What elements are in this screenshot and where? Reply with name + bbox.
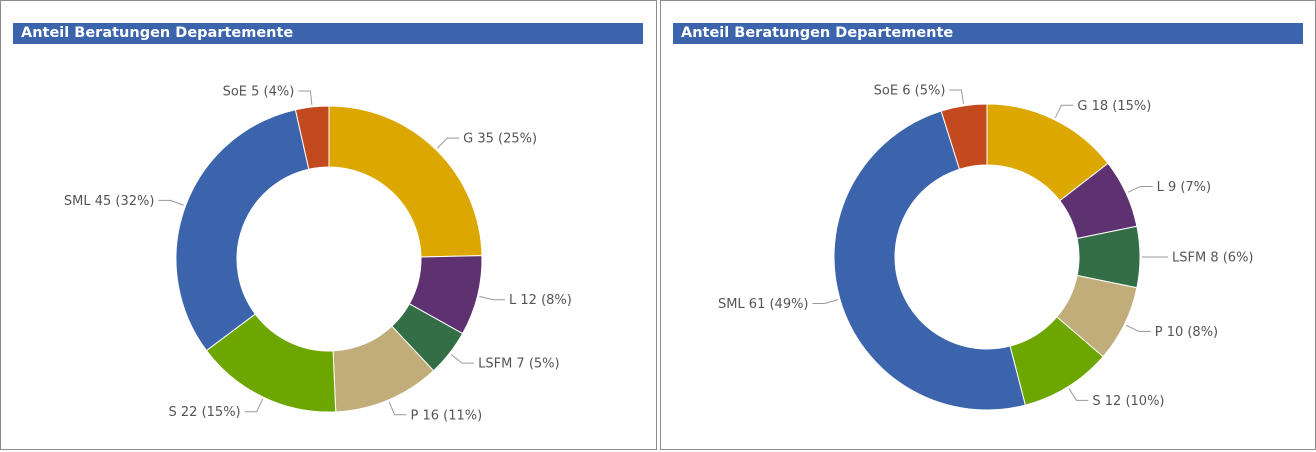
leader-line (298, 90, 313, 106)
leader-line (1127, 185, 1153, 193)
data-label: S 12 (10%) (1092, 394, 1164, 409)
leader-line (158, 199, 184, 206)
slice-g (328, 105, 483, 258)
data-label: P 16 (11%) (411, 408, 483, 423)
data-label: SoE 6 (5%) (874, 83, 946, 98)
leader-line (1125, 324, 1151, 332)
leader-line (1068, 388, 1089, 401)
data-label: G 35 (25%) (463, 132, 537, 147)
leader-line (479, 295, 506, 301)
slice-soe (294, 105, 330, 170)
data-label: SML 61 (49%) (718, 297, 809, 312)
slice-sml (175, 109, 310, 352)
leader-line (388, 401, 407, 416)
slice-soe (940, 103, 988, 170)
chart-title: Anteil Beratungen Departemente (673, 23, 1303, 44)
leader-line (1054, 104, 1074, 119)
leader-line (949, 89, 965, 104)
data-label: LSFM 7 (5%) (478, 357, 560, 372)
data-label: G 18 (15%) (1077, 99, 1151, 114)
chart-title: Anteil Beratungen Departemente (13, 23, 643, 44)
leader-line (437, 137, 460, 149)
leader-line (244, 398, 264, 413)
donut-chart-right: G 18 (15%) L 9 (7%) LSFM 8 (6%) P 10 (8%) S … (718, 83, 1254, 411)
data-label: S 22 (15%) (169, 405, 241, 420)
data-label: L 12 (8%) (509, 293, 572, 308)
donut-chart-left: G 35 (25%) L 12 (8%) LSFM 7 (5%) P 16 (11%)… (64, 85, 572, 424)
data-label: L 9 (7%) (1157, 180, 1212, 195)
leader-line (450, 354, 475, 364)
chart-panel-right: Anteil Beratungen Departemente G 18 (15%… (660, 0, 1316, 450)
data-label: SoE 5 (4%) (223, 85, 295, 100)
chart-panel-left: Anteil Beratungen Departemente G 35 (25%… (0, 0, 657, 450)
leader-line (812, 299, 839, 304)
slice-sml (833, 110, 1026, 411)
data-label: SML 45 (32%) (64, 194, 155, 209)
data-label: P 10 (8%) (1155, 325, 1218, 340)
data-label: LSFM 8 (6%) (1172, 251, 1254, 266)
